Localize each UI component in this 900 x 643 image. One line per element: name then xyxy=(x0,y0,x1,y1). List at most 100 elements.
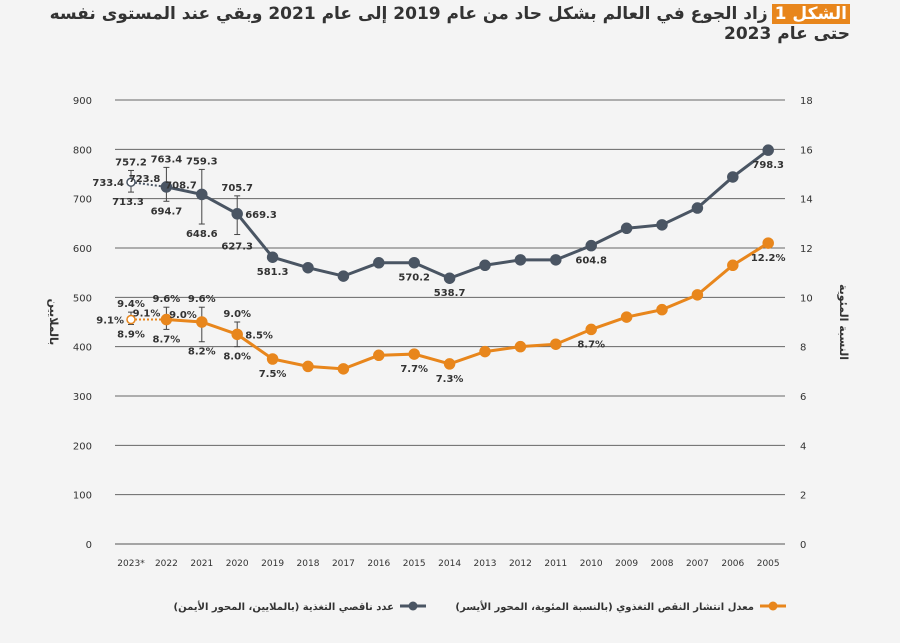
legend-label: معدل انتشار النقص التغذوي (بالنسبة المئو… xyxy=(455,600,754,613)
data-point xyxy=(550,254,562,266)
data-point xyxy=(585,323,597,336)
x-tick-label: 2011 xyxy=(544,559,567,569)
legend-swatch-marker xyxy=(768,601,778,611)
left-tick-label: 700 xyxy=(73,195,92,206)
x-tick-label: 2020 xyxy=(226,559,249,569)
right-tick-label: 14 xyxy=(800,195,813,206)
x-tick-label: 2023* xyxy=(117,559,145,569)
data-label: 9.1% xyxy=(133,309,161,320)
data-point xyxy=(231,328,243,341)
left-tick-label: 0 xyxy=(86,540,92,551)
x-tick-label: 2009 xyxy=(615,559,638,569)
data-label: 7.7% xyxy=(400,364,428,375)
legend-swatch-marker xyxy=(408,601,418,611)
left-tick-label: 600 xyxy=(73,244,92,255)
x-tick-label: 2007 xyxy=(686,559,709,569)
data-label: 8.2% xyxy=(188,347,216,358)
data-point xyxy=(160,181,173,193)
data-point xyxy=(656,303,668,316)
right-tick-label: 6 xyxy=(800,392,806,403)
data-label: 9.0% xyxy=(223,309,251,320)
data-label: 757.2 xyxy=(115,157,147,168)
data-point xyxy=(443,358,456,370)
data-label: 9.1% xyxy=(96,316,124,327)
data-point xyxy=(479,259,491,272)
title-text: زاد الجوع في العالم بشكل حاد من عام 2019… xyxy=(49,4,850,44)
x-tick-label: 2014 xyxy=(438,559,461,569)
series-line xyxy=(166,148,770,280)
data-label: 9.6% xyxy=(188,294,216,305)
data-point xyxy=(266,353,279,365)
data-point xyxy=(302,261,314,274)
data-point xyxy=(126,177,136,187)
data-point xyxy=(337,270,350,282)
x-tick-label: 2005 xyxy=(757,559,780,569)
right-tick-label: 4 xyxy=(800,441,806,452)
right-tick-label: 12 xyxy=(800,244,813,255)
data-point xyxy=(585,239,597,252)
data-point xyxy=(691,202,704,214)
data-point xyxy=(196,316,208,328)
left-tick-label: 100 xyxy=(73,491,92,502)
data-label: 581.3 xyxy=(257,267,289,278)
left-tick-label: 800 xyxy=(73,145,92,156)
data-point xyxy=(762,144,774,156)
data-point xyxy=(408,348,420,360)
data-point xyxy=(408,256,420,269)
x-tick-label: 2019 xyxy=(261,559,284,569)
right-tick-label: 10 xyxy=(800,293,813,304)
x-tick-label: 2015 xyxy=(403,559,426,569)
left-tick-label: 500 xyxy=(73,293,92,304)
right-tick-label: 0 xyxy=(800,540,806,551)
data-point xyxy=(762,237,774,249)
data-point xyxy=(373,349,385,362)
data-point xyxy=(160,313,173,326)
data-label: 627.3 xyxy=(221,242,253,253)
left-tick-label: 400 xyxy=(73,343,92,354)
data-point xyxy=(373,257,385,269)
data-point xyxy=(727,259,739,272)
x-tick-label: 2016 xyxy=(367,559,390,569)
x-tick-label: 2021 xyxy=(190,559,213,569)
left-tick-label: 900 xyxy=(73,96,92,107)
right-tick-label: 16 xyxy=(800,145,813,156)
data-point xyxy=(727,171,739,183)
data-label: 9.6% xyxy=(153,294,181,305)
right-tick-label: 2 xyxy=(800,491,806,502)
x-tick-label: 2008 xyxy=(651,559,674,569)
data-point xyxy=(550,338,562,350)
data-label: 798.3 xyxy=(752,160,784,171)
data-point xyxy=(691,289,704,301)
data-point xyxy=(620,311,633,323)
right-axis-label: النسبة المئوية xyxy=(837,284,850,360)
left-tick-label: 300 xyxy=(73,392,92,403)
right-tick-label: 8 xyxy=(800,343,806,354)
x-tick-label: 2006 xyxy=(721,559,744,569)
x-tick-label: 2010 xyxy=(580,559,603,569)
data-label: 713.3 xyxy=(112,197,144,208)
data-label: 9.0% xyxy=(169,310,197,321)
data-label: 694.7 xyxy=(151,206,183,217)
data-point xyxy=(302,360,314,373)
data-label: 708.7 xyxy=(165,180,197,191)
data-label: 8.0% xyxy=(223,352,251,363)
data-point xyxy=(266,251,279,263)
data-label: 763.4 xyxy=(151,154,183,165)
x-tick-label: 2017 xyxy=(332,559,355,569)
data-label: 9.4% xyxy=(117,299,145,310)
series-line xyxy=(166,241,769,371)
data-label: 8.7% xyxy=(153,334,181,345)
left-axis-label: بالملايين xyxy=(47,299,60,346)
data-point xyxy=(514,340,527,353)
data-label: 8.9% xyxy=(117,329,145,340)
x-tick-label: 2012 xyxy=(509,559,532,569)
data-point xyxy=(656,219,668,231)
data-label: 8.5% xyxy=(245,330,273,341)
x-tick-label: 2018 xyxy=(297,559,320,569)
data-label: 669.3 xyxy=(245,210,277,221)
data-point xyxy=(620,222,633,235)
data-label: 7.3% xyxy=(436,374,464,385)
left-tick-label: 200 xyxy=(73,441,92,452)
data-point xyxy=(443,272,456,284)
